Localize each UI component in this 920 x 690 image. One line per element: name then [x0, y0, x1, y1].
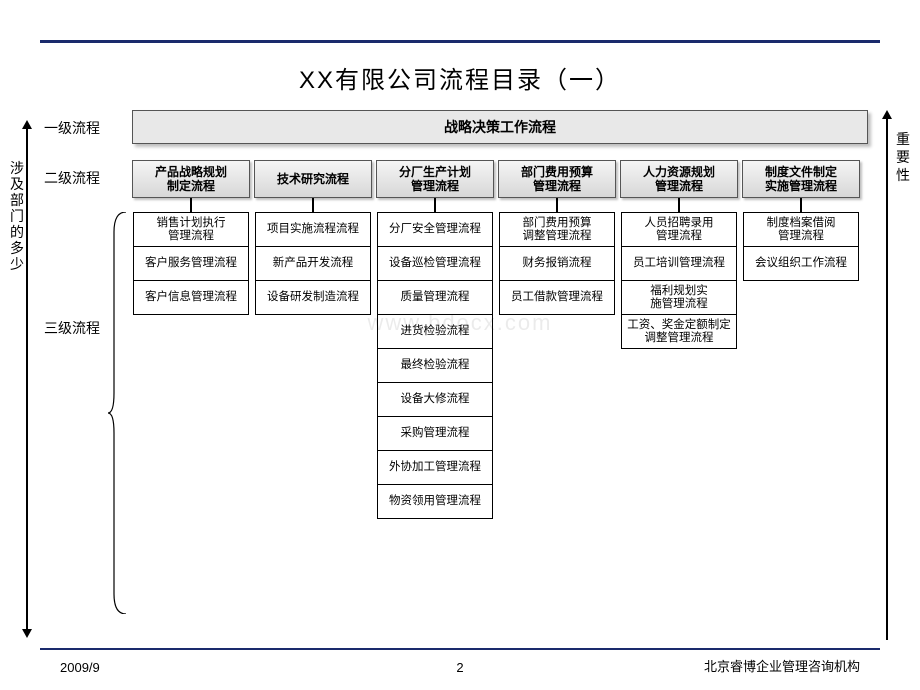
level1-label: 战略决策工作流程: [444, 117, 556, 137]
connector-stub: [190, 198, 192, 212]
connector-stub: [434, 198, 436, 212]
column-5: 制度文件制定实施管理流程制度档案借阅管理流程会议组织工作流程: [742, 160, 860, 519]
row-label-l1: 一级流程: [44, 118, 100, 138]
footer-date: 2009/9: [60, 660, 100, 675]
level2-header-0: 产品战略规划制定流程: [132, 160, 250, 198]
level1-bar: 战略决策工作流程: [132, 110, 868, 144]
level2-header-4: 人力资源规划管理流程: [620, 160, 738, 198]
page-title: XX有限公司流程目录（一）: [0, 60, 920, 95]
level3-cell-2-4: 最终检验流程: [378, 348, 492, 382]
level3-cell-2-5: 设备大修流程: [378, 382, 492, 416]
connector-stub: [312, 198, 314, 212]
level3-stack-5: 制度档案借阅管理流程会议组织工作流程: [743, 212, 859, 281]
column-1: 技术研究流程项目实施流程流程新产品开发流程设备研发制造流程: [254, 160, 372, 519]
level3-cell-3-2: 员工借款管理流程: [500, 280, 614, 314]
right-axis-label: 重要性: [896, 130, 910, 184]
level2-header-3: 部门费用预算管理流程: [498, 160, 616, 198]
level3-cell-3-0: 部门费用预算调整管理流程: [500, 212, 614, 246]
level3-cell-2-8: 物资领用管理流程: [378, 484, 492, 518]
level3-cell-4-1: 员工培训管理流程: [622, 246, 736, 280]
level3-cell-2-7: 外协加工管理流程: [378, 450, 492, 484]
level2-header-2: 分厂生产计划管理流程: [376, 160, 494, 198]
level3-cell-4-2: 福利规划实施管理流程: [622, 280, 736, 314]
column-0: 产品战略规划制定流程销售计划执行管理流程客户服务管理流程客户信息管理流程: [132, 160, 250, 519]
level3-cell-0-0: 销售计划执行管理流程: [134, 212, 248, 246]
connector-stub: [556, 198, 558, 212]
level3-stack-3: 部门费用预算调整管理流程财务报销流程员工借款管理流程: [499, 212, 615, 315]
level3-cell-2-1: 设备巡检管理流程: [378, 246, 492, 280]
left-axis-label: 涉及部门的多少: [10, 160, 24, 272]
right-axis-arrow: [886, 118, 888, 640]
connector-stub: [678, 198, 680, 212]
level3-cell-5-0: 制度档案借阅管理流程: [744, 212, 858, 246]
level3-cell-4-3: 工资、奖金定额制定调整管理流程: [622, 314, 736, 348]
level3-cell-1-1: 新产品开发流程: [256, 246, 370, 280]
level3-cell-1-2: 设备研发制造流程: [256, 280, 370, 314]
row-label-l2: 二级流程: [44, 168, 100, 188]
level2-header-1: 技术研究流程: [254, 160, 372, 198]
column-2: 分厂生产计划管理流程分厂安全管理流程设备巡检管理流程质量管理流程进货检验流程最终…: [376, 160, 494, 519]
column-4: 人力资源规划管理流程人员招聘录用管理流程员工培训管理流程福利规划实施管理流程工资…: [620, 160, 738, 519]
level3-cell-0-1: 客户服务管理流程: [134, 246, 248, 280]
level3-cell-1-0: 项目实施流程流程: [256, 212, 370, 246]
footer-org: 北京睿博企业管理咨询机构: [704, 656, 860, 675]
level3-stack-1: 项目实施流程流程新产品开发流程设备研发制造流程: [255, 212, 371, 315]
level3-cell-4-0: 人员招聘录用管理流程: [622, 212, 736, 246]
level3-cell-2-2: 质量管理流程: [378, 280, 492, 314]
level3-cell-2-0: 分厂安全管理流程: [378, 212, 492, 246]
level3-cell-3-1: 财务报销流程: [500, 246, 614, 280]
footer-page: 2: [456, 660, 463, 675]
left-axis-arrow: [26, 128, 28, 630]
level3-cell-2-6: 采购管理流程: [378, 416, 492, 450]
level2-header-5: 制度文件制定实施管理流程: [742, 160, 860, 198]
column-3: 部门费用预算管理流程部门费用预算调整管理流程财务报销流程员工借款管理流程: [498, 160, 616, 519]
connector-stub: [800, 198, 802, 212]
level3-stack-2: 分厂安全管理流程设备巡检管理流程质量管理流程进货检验流程最终检验流程设备大修流程…: [377, 212, 493, 519]
row-label-l3: 三级流程: [44, 318, 100, 338]
columns-container: 产品战略规划制定流程销售计划执行管理流程客户服务管理流程客户信息管理流程技术研究…: [132, 160, 860, 519]
top-rule: [40, 40, 880, 43]
level3-cell-2-3: 进货检验流程: [378, 314, 492, 348]
level3-cell-5-1: 会议组织工作流程: [744, 246, 858, 280]
level3-stack-0: 销售计划执行管理流程客户服务管理流程客户信息管理流程: [133, 212, 249, 315]
bottom-rule: [40, 648, 880, 650]
level3-brace: [108, 212, 126, 614]
level3-cell-0-2: 客户信息管理流程: [134, 280, 248, 314]
level3-stack-4: 人员招聘录用管理流程员工培训管理流程福利规划实施管理流程工资、奖金定额制定调整管…: [621, 212, 737, 349]
